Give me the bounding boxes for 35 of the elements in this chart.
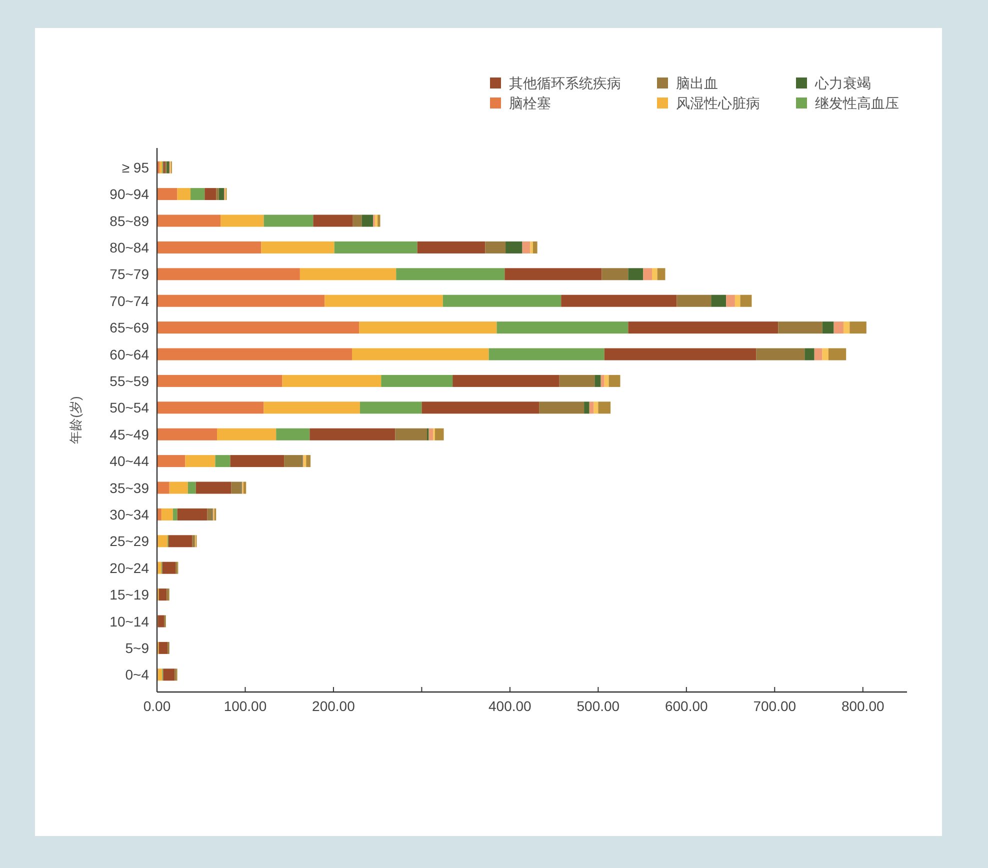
y-tick-label: 85~89 (110, 212, 149, 229)
y-tick-label: 50~54 (110, 400, 149, 416)
legend-label: 脑出血 (676, 75, 718, 91)
legend-label: 继发性高血压 (815, 95, 899, 111)
x-tick-label: 400.00 (488, 698, 532, 714)
y-tick-label: ≥ 95 (122, 159, 149, 176)
y-tick-label: 45~49 (110, 426, 149, 442)
x-tick-label: 100.00 (224, 698, 267, 714)
legend-label: 脑栓塞 (509, 95, 551, 111)
legend-label: 心力衰竭 (815, 75, 871, 91)
legend-label: 风湿性心脏病 (676, 95, 760, 111)
y-axis-title: 年龄(岁) (68, 396, 83, 444)
y-tick-label: 5~9 (125, 640, 149, 656)
x-tick-label: 600.00 (665, 698, 708, 714)
x-tick-label: 800.00 (841, 698, 884, 714)
x-tick-label: 200.00 (312, 698, 355, 714)
x-tick-label: 700.00 (753, 698, 796, 714)
y-tick-label: 65~69 (110, 320, 149, 336)
x-tick-label: 500.00 (576, 698, 620, 714)
y-tick-label: 30~34 (110, 506, 149, 522)
x-tick-label: 0.00 (143, 698, 171, 714)
y-tick-label: 25~29 (110, 533, 149, 550)
y-tick-label: 20~24 (110, 560, 149, 576)
y-tick-label: 60~64 (110, 346, 149, 362)
y-tick-label: 90~94 (110, 186, 149, 202)
y-tick-label: 80~84 (110, 239, 149, 256)
y-tick-label: 70~74 (110, 292, 149, 309)
y-tick-label: 55~59 (110, 372, 149, 389)
y-tick-label: 15~19 (110, 586, 149, 603)
y-tick-label: 10~14 (110, 613, 149, 630)
legend-label: 其他循环系统疾病 (509, 75, 621, 91)
y-tick-label: 40~44 (110, 453, 149, 470)
y-tick-label: 75~79 (110, 266, 149, 282)
y-tick-label: 35~39 (110, 480, 149, 496)
y-tick-label: 0~4 (125, 666, 149, 683)
